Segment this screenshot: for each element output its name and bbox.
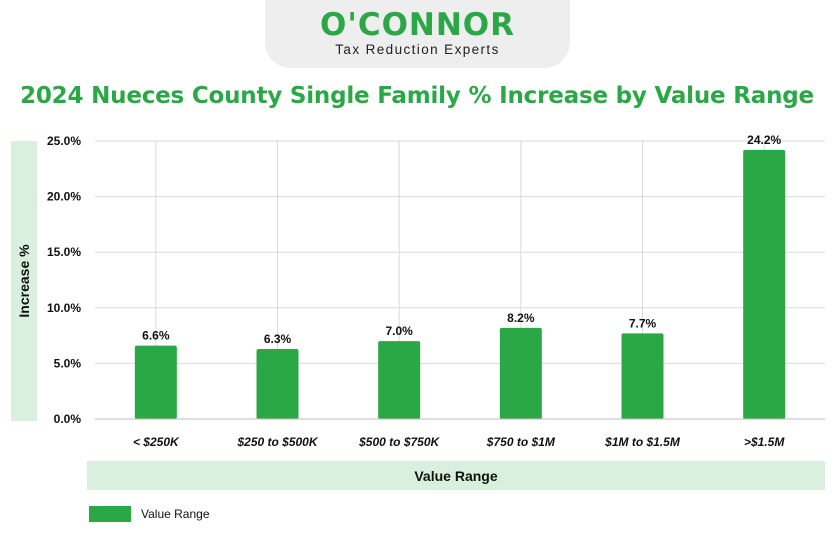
legend-swatch xyxy=(89,506,131,522)
bar xyxy=(621,333,664,419)
bar-value-label: 7.0% xyxy=(385,324,413,338)
y-tick-label: 20.0% xyxy=(47,190,81,204)
bar xyxy=(743,149,786,419)
chart-title: 2024 Nueces County Single Family % Incre… xyxy=(20,83,814,109)
legend-label: Value Range xyxy=(141,507,210,521)
logo-banner: O'CONNOR Tax Reduction Experts xyxy=(265,0,570,68)
bar-value-label: 7.7% xyxy=(629,316,657,330)
x-tick-label: < $250K xyxy=(133,435,180,449)
x-tick-label: $500 to $750K xyxy=(358,435,440,449)
bar-value-label: 6.3% xyxy=(264,332,292,346)
y-tick-label: 5.0% xyxy=(54,356,82,370)
logo-tagline: Tax Reduction Experts xyxy=(335,42,500,57)
bar-value-label: 24.2% xyxy=(747,133,781,147)
y-tick-label: 10.0% xyxy=(47,301,81,315)
x-tick-label: $750 to $1M xyxy=(486,435,556,449)
x-tick-label: $250 to $500K xyxy=(236,435,318,449)
y-tick-label: 25.0% xyxy=(47,134,81,148)
bar-value-label: 8.2% xyxy=(507,311,535,325)
bar xyxy=(378,341,421,419)
x-axis-label: Value Range xyxy=(414,468,498,484)
bar-value-label: 6.6% xyxy=(142,329,170,343)
bar xyxy=(256,348,299,419)
y-tick-label: 0.0% xyxy=(54,412,82,426)
y-tick-label: 15.0% xyxy=(47,245,81,259)
x-tick-label: $1M to $1.5M xyxy=(604,435,681,449)
bar xyxy=(499,327,542,419)
x-tick-label: >$1.5M xyxy=(744,435,785,449)
x-axis-label-band xyxy=(87,461,825,490)
logo-wordmark: O'CONNOR xyxy=(319,7,516,43)
y-axis-label-band xyxy=(11,141,37,421)
bar xyxy=(134,345,177,419)
